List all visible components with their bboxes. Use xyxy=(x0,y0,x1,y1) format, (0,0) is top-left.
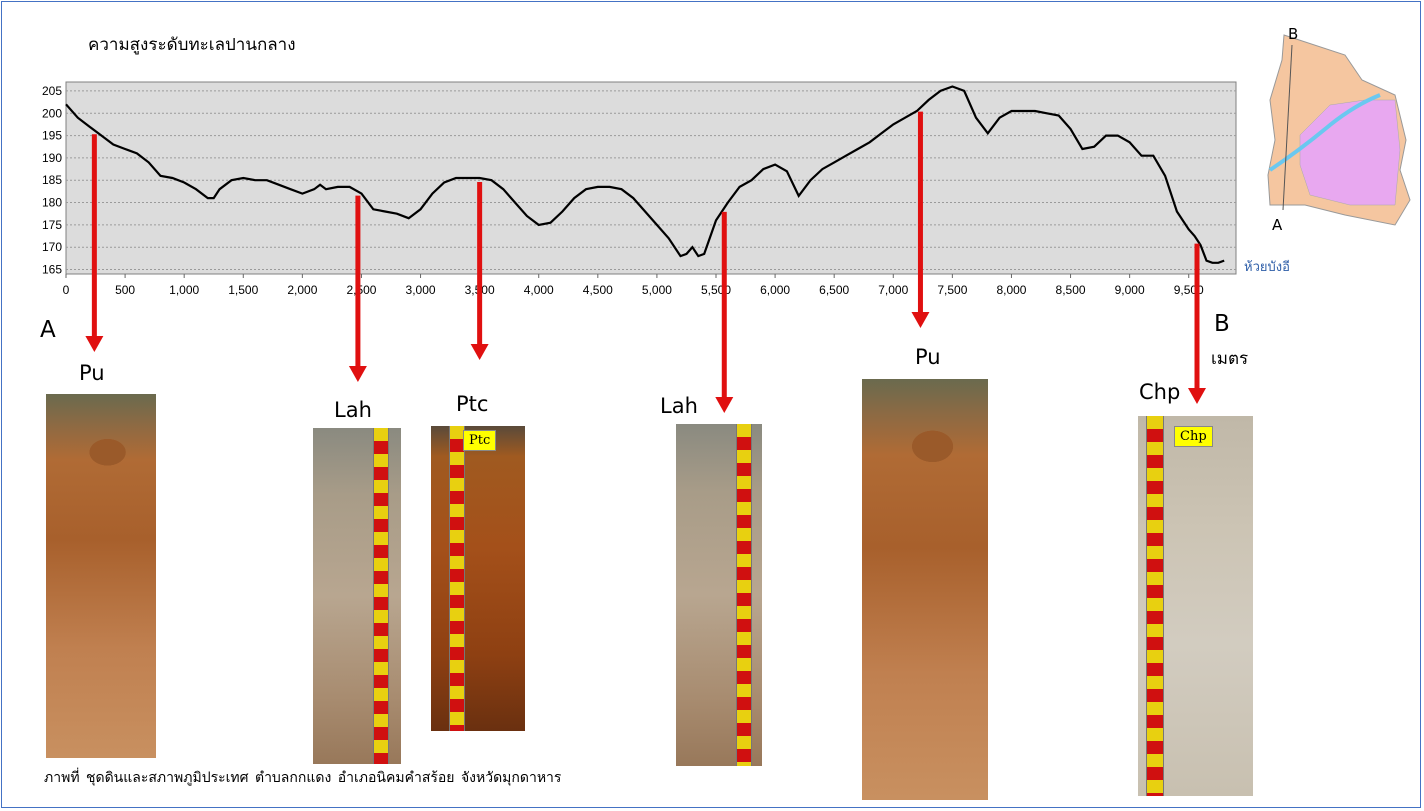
x-tick-label: 3,000 xyxy=(406,283,436,297)
plot-area xyxy=(65,81,1237,275)
x-tick-label: 6,500 xyxy=(819,283,849,297)
photo-tag-ptc: Ptc xyxy=(463,430,497,451)
pointer-arrow-head xyxy=(1188,388,1206,404)
soil-photo-lah-2 xyxy=(676,424,762,766)
soil-label-pu-1: Pu xyxy=(79,361,105,385)
x-tick-label: 9,500 xyxy=(1174,283,1204,297)
x-tick-label: 7,500 xyxy=(937,283,967,297)
soil-photo-pu-2 xyxy=(862,379,988,800)
measuring-ruler xyxy=(449,426,465,731)
inset-map-label-a: A xyxy=(1272,216,1283,234)
inset-map-zone xyxy=(1299,99,1401,206)
measuring-ruler xyxy=(373,428,389,764)
y-tick-label: 185 xyxy=(42,173,62,187)
x-tick-label: 500 xyxy=(115,283,135,297)
x-tick-label: 1,500 xyxy=(228,283,258,297)
x-tick-label: 0 xyxy=(63,283,70,297)
soil-pointer-arrows xyxy=(85,111,1206,413)
figure-caption: ภาพที่ ชุดดินและสภาพภูมิประเทศ ตำบลกกแดง… xyxy=(44,770,562,786)
inset-map-section-line xyxy=(1282,44,1293,211)
y-tick-label: 170 xyxy=(42,240,62,254)
soil-label-lah-2: Lah xyxy=(660,394,698,418)
x-tick-label: 4,500 xyxy=(583,283,613,297)
x-tick-label: 1,000 xyxy=(169,283,199,297)
measuring-ruler xyxy=(1146,416,1164,796)
measuring-ruler xyxy=(736,424,752,766)
pointer-arrow-head xyxy=(470,344,489,360)
x-axis-ticks: 05001,0001,5002,0002,5003,0003,5004,0004… xyxy=(63,274,1204,297)
soil-label-lah-1: Lah xyxy=(334,398,372,422)
grid-lines xyxy=(66,90,1236,271)
pointer-arrow-head xyxy=(348,366,367,382)
y-tick-label: 180 xyxy=(42,196,62,210)
section-start-label: A xyxy=(40,317,56,343)
inset-map-river xyxy=(1268,93,1381,172)
photo-tag-chp: Chp xyxy=(1174,426,1213,447)
inset-map xyxy=(1267,34,1411,226)
y-tick-label: 165 xyxy=(42,263,62,277)
y-axis-ticks: 165 170 175 180 185 190 195 200 205 xyxy=(42,84,62,277)
x-tick-label: 5,500 xyxy=(701,283,731,297)
elevation-line xyxy=(65,85,1225,264)
soil-photo-ptc: Ptc xyxy=(431,426,525,731)
y-tick-label: 175 xyxy=(42,218,62,232)
section-end-label: B xyxy=(1214,311,1230,337)
pointer-arrow-head xyxy=(911,312,930,328)
soil-photo-pu-1 xyxy=(46,394,156,758)
x-tick-label: 7,000 xyxy=(878,283,908,297)
x-tick-label: 4,000 xyxy=(524,283,554,297)
y-axis-title: ความสูงระดับทะเลปานกลาง xyxy=(88,35,296,55)
x-tick-label: 6,000 xyxy=(760,283,790,297)
pointer-arrow-head xyxy=(85,336,104,352)
soil-photo-lah-1 xyxy=(313,428,401,764)
y-tick-label: 190 xyxy=(42,151,62,165)
pointer-arrow-head xyxy=(715,397,734,413)
soil-label-pu-2: Pu xyxy=(915,345,941,369)
x-tick-label: 2,000 xyxy=(287,283,317,297)
inset-map-label-b: B xyxy=(1288,25,1299,43)
soil-photo-chp: Chp xyxy=(1138,416,1253,796)
x-axis-unit-label: เมตร xyxy=(1211,349,1249,369)
x-tick-label: 5,000 xyxy=(642,283,672,297)
x-tick-label: 8,500 xyxy=(1056,283,1086,297)
x-tick-label: 8,000 xyxy=(996,283,1026,297)
end-place-label: ห้วยบังอี xyxy=(1244,260,1290,275)
y-tick-label: 200 xyxy=(42,106,62,120)
soil-label-ptc: Ptc xyxy=(456,392,489,416)
y-tick-label: 195 xyxy=(42,129,62,143)
x-tick-label: 9,000 xyxy=(1115,283,1145,297)
x-tick-label: 2,500 xyxy=(346,283,376,297)
y-tick-label: 205 xyxy=(42,84,62,98)
soil-label-chp: Chp xyxy=(1139,380,1181,404)
